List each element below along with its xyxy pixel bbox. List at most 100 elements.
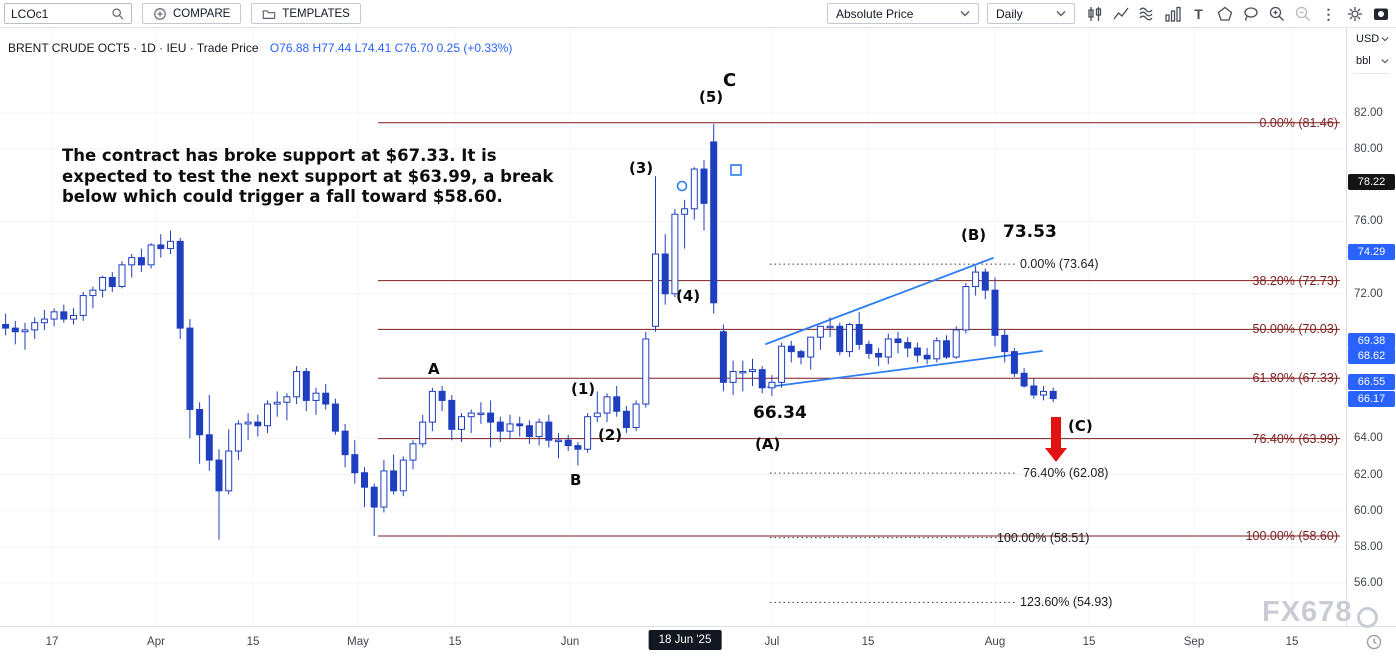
price-tick-label: 60.00 (1354, 504, 1383, 517)
time-tick-label: Sep (1183, 636, 1205, 648)
candle-style-icon[interactable] (1083, 3, 1106, 25)
time-tick-label: Aug (984, 636, 1006, 648)
fib-level-label[interactable]: 38.20% (72.73) (1252, 273, 1338, 288)
price-badge: 78.22 (1348, 174, 1395, 190)
watermark: FX678 (1262, 596, 1379, 629)
wave-label[interactable]: C (723, 70, 737, 91)
marker-square[interactable] (730, 164, 742, 176)
clock-icon[interactable] (1366, 634, 1382, 650)
more-options-icon[interactable]: ⋮ (1321, 5, 1336, 22)
wave-label[interactable]: (4) (676, 287, 701, 305)
fib-level-label[interactable]: 76.40% (62.08) (1023, 466, 1109, 481)
price-mode-value: Absolute Price (836, 6, 914, 21)
zoom-in-icon[interactable] (1265, 3, 1288, 25)
interval-select[interactable]: Daily (987, 3, 1075, 24)
wave-label[interactable]: (3) (629, 159, 654, 177)
down-arrow[interactable] (1045, 417, 1067, 462)
line-style-icon[interactable] (1109, 3, 1132, 25)
watermark-logo-circle (1357, 607, 1379, 628)
time-tick-label: 17 (45, 636, 59, 648)
price-tick-label: 58.00 (1354, 540, 1383, 553)
fib-level-label[interactable]: 0.00% (73.64) (1020, 257, 1099, 272)
settings-gear-icon[interactable] (1343, 3, 1366, 25)
price-badge: 66.55 (1348, 374, 1395, 390)
axis-divider (1353, 73, 1390, 74)
wave-label[interactable]: (A) (755, 435, 781, 453)
price-tick-label: 64.00 (1354, 432, 1383, 445)
chevron-down-icon (960, 10, 970, 17)
price-tick-label: 80.00 (1354, 143, 1383, 156)
lasso-tool-icon[interactable] (1239, 3, 1262, 25)
fib-level-label[interactable]: 123.60% (54.93) (1020, 595, 1113, 610)
price-tick-label: 72.00 (1354, 287, 1383, 300)
zoom-out-icon[interactable] (1291, 3, 1314, 25)
chart-legend[interactable]: BRENT CRUDE OCT5 · 1D · IEU · Trade Pric… (8, 41, 512, 55)
chart-tools-icon-row: T ⋮ (1083, 3, 1392, 25)
wave-label[interactable]: A (428, 360, 440, 378)
snapshot-icon[interactable] (1369, 3, 1392, 25)
wave-label[interactable]: (1) (571, 380, 596, 398)
wave-label[interactable]: (C) (1068, 417, 1093, 435)
wave-label[interactable]: B (570, 471, 582, 489)
currency-select[interactable]: USD (1347, 28, 1396, 50)
price-badge: 66.17 (1348, 391, 1395, 407)
time-axis[interactable]: 17 Apr 15 May 15 Jun Jul 15 Aug 15 Sep 15 18 Jun '25 (0, 626, 1396, 656)
time-tick-label: Jul (764, 636, 780, 648)
annotation-line: The contract has broke support at $67.33… (62, 146, 497, 165)
trendlines[interactable] (765, 257, 1043, 388)
price-tick-label: 82.00 (1354, 107, 1383, 119)
time-tick-label: 15 (861, 636, 875, 648)
wave-label[interactable]: (2) (598, 426, 623, 444)
indicators-icon[interactable] (1161, 3, 1184, 25)
price-tick-label: 62.00 (1354, 468, 1383, 481)
annotation-text[interactable]: The contract has broke support at $67.33… (62, 146, 553, 208)
wave-label[interactable]: 73.53 (1003, 222, 1057, 242)
time-tick-label: May (347, 636, 369, 648)
fib-level-label[interactable]: 0.00% (81.46) (1259, 115, 1338, 130)
price-badge: 74.29 (1348, 244, 1395, 260)
legend-ohlc-values: O76.88 H77.44 L74.41 C76.70 0.25 (+0.33%… (269, 41, 513, 55)
fib-level-label[interactable]: 76.40% (63.99) (1252, 431, 1338, 446)
time-tick-label: 15 (448, 636, 462, 648)
price-chart-canvas[interactable] (0, 28, 1346, 626)
time-tick-label: Jun (560, 636, 580, 648)
candlestick-series[interactable] (2, 123, 1057, 540)
price-axis[interactable]: USD bbl 82.00 80.00 76.00 72.00 64.00 62.00 60… (1346, 28, 1396, 626)
search-icon[interactable] (111, 7, 125, 21)
price-mode-select[interactable]: Absolute Price (827, 3, 979, 24)
fib-level-label[interactable]: 61.80% (67.33) (1252, 371, 1338, 386)
chart-plot-area[interactable] (0, 28, 1346, 626)
wave-label[interactable]: (5) (699, 88, 724, 106)
currency-value: USD (1356, 33, 1380, 45)
text-tool-icon[interactable]: T (1194, 5, 1203, 22)
time-tick-label: 15 (246, 636, 260, 648)
top-toolbar: LCOc1 COMPARE TEMPLATES Absolute Price D… (0, 0, 1396, 28)
fib-level-label[interactable]: 100.00% (58.60) (1245, 529, 1338, 543)
date-badge: 18 Jun '25 (648, 630, 722, 650)
unit-value: bbl (1356, 55, 1371, 67)
templates-button[interactable]: TEMPLATES (251, 3, 361, 24)
time-tick-label: 15 (1285, 636, 1299, 648)
annotation-line: below which could trigger a fall toward … (62, 187, 503, 206)
fib-level-label[interactable]: 100.00% (58.51) (997, 530, 1090, 545)
chevron-down-icon (1056, 10, 1066, 17)
interval-value: Daily (996, 6, 1023, 21)
waves-icon[interactable] (1135, 3, 1158, 25)
legend-instrument: BRENT CRUDE OCT5 · 1D · IEU · Trade Pric… (8, 41, 259, 55)
marker-circle[interactable] (676, 180, 688, 192)
wave-label[interactable]: (B) (961, 226, 987, 244)
symbol-search-box[interactable]: LCOc1 (4, 3, 132, 24)
annotation-line: expected to test the next support at $63… (62, 166, 554, 186)
price-tick-label: 76.00 (1354, 215, 1383, 228)
fib-retracement-secondary[interactable] (770, 263, 1015, 603)
fib-level-label[interactable]: 50.00% (70.03) (1252, 322, 1338, 337)
compare-button[interactable]: COMPARE (142, 3, 242, 24)
toolbar-right-group: Absolute Price Daily T ⋮ (827, 3, 1392, 25)
compare-plus-icon (154, 7, 166, 20)
chevron-down-icon (1381, 58, 1389, 64)
polygon-tool-icon[interactable] (1213, 3, 1236, 25)
unit-select[interactable]: bbl (1347, 50, 1396, 72)
price-badge: 68.62 (1348, 348, 1395, 364)
wave-label[interactable]: 66.34 (753, 403, 807, 423)
